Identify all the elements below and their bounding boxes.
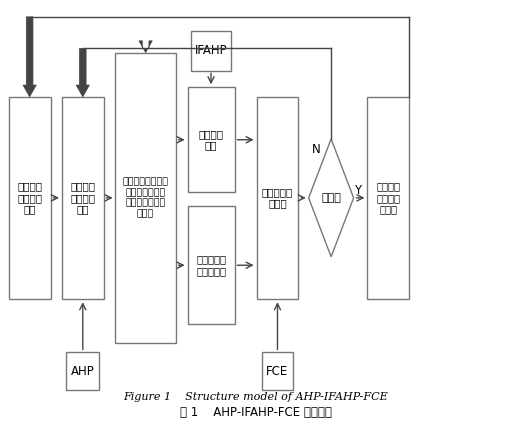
- Bar: [188, 87, 235, 192]
- Text: 确定信息
系统的安
全等级: 确定信息 系统的安 全等级: [377, 181, 400, 214]
- Text: 计算多指标
态势値: 计算多指标 态势値: [262, 187, 293, 209]
- Bar: [367, 97, 409, 299]
- Text: AHP: AHP: [71, 365, 95, 378]
- Polygon shape: [309, 139, 354, 257]
- Text: Figure 1    Structure model of AHP-IFAHP-FCE: Figure 1 Structure model of AHP-IFAHP-FC…: [123, 392, 388, 402]
- Text: 指标属性値
的量化处理: 指标属性値 的量化处理: [196, 254, 226, 276]
- Bar: [257, 97, 298, 299]
- Bar: [66, 352, 99, 390]
- Polygon shape: [139, 41, 152, 53]
- Bar: [188, 206, 235, 324]
- Polygon shape: [23, 17, 36, 97]
- Text: Y: Y: [354, 184, 361, 197]
- Bar: [9, 97, 51, 299]
- Bar: [262, 352, 293, 390]
- Text: 满意否: 满意否: [321, 193, 341, 203]
- Text: 图 1    AHP-IFAHP-FCE 模型结构: 图 1 AHP-IFAHP-FCE 模型结构: [179, 406, 332, 419]
- Text: 确定指标
权重: 确定指标 权重: [199, 129, 223, 151]
- Bar: [62, 97, 104, 299]
- Text: N: N: [311, 143, 320, 156]
- Text: FCE: FCE: [266, 365, 289, 378]
- Text: IFAHP: IFAHP: [195, 44, 227, 57]
- Text: 信息系统
安全态势
评估: 信息系统 安全态势 评估: [17, 181, 42, 214]
- Bar: [191, 30, 231, 70]
- Bar: [115, 53, 176, 343]
- Text: 收集数据确定评估
的定性、定量标
准，数据按标准
化处理: 收集数据确定评估 的定性、定量标 准，数据按标准 化处理: [123, 178, 169, 218]
- Polygon shape: [76, 48, 89, 97]
- Text: 建立初始
评估指标
体系: 建立初始 评估指标 体系: [71, 181, 95, 214]
